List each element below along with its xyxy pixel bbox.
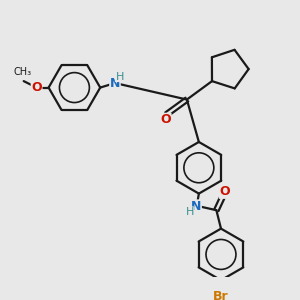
Text: CH₃: CH₃ [14,68,32,77]
Text: N: N [110,77,120,90]
Text: O: O [31,81,42,94]
Text: N: N [191,200,201,213]
Text: O: O [219,185,230,198]
Text: Br: Br [213,290,229,300]
Text: O: O [160,113,171,126]
Text: H: H [116,71,124,82]
Text: H: H [185,207,194,217]
